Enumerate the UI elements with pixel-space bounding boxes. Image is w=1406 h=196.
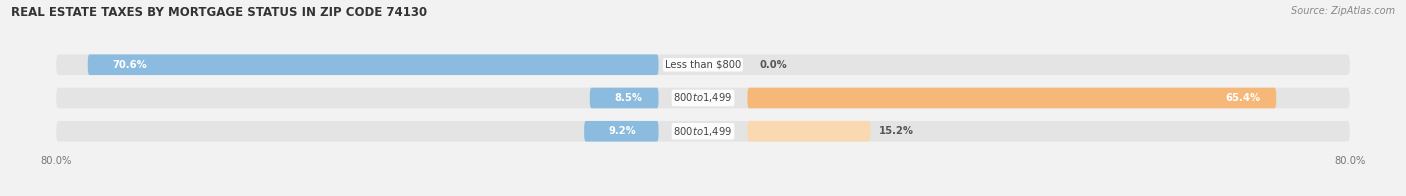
Text: $800 to $1,499: $800 to $1,499 [673, 92, 733, 104]
Text: Source: ZipAtlas.com: Source: ZipAtlas.com [1291, 6, 1395, 16]
Text: 8.5%: 8.5% [614, 93, 643, 103]
FancyBboxPatch shape [583, 121, 658, 142]
Text: REAL ESTATE TAXES BY MORTGAGE STATUS IN ZIP CODE 74130: REAL ESTATE TAXES BY MORTGAGE STATUS IN … [11, 6, 427, 19]
FancyBboxPatch shape [748, 88, 1277, 108]
FancyBboxPatch shape [56, 121, 1350, 142]
Text: 0.0%: 0.0% [759, 60, 787, 70]
Text: 9.2%: 9.2% [609, 126, 636, 136]
FancyBboxPatch shape [87, 54, 658, 75]
Text: $800 to $1,499: $800 to $1,499 [673, 125, 733, 138]
Text: 65.4%: 65.4% [1225, 93, 1260, 103]
FancyBboxPatch shape [591, 88, 658, 108]
FancyBboxPatch shape [56, 88, 1350, 108]
FancyBboxPatch shape [748, 121, 870, 142]
Text: Less than $800: Less than $800 [665, 60, 741, 70]
Text: 70.6%: 70.6% [112, 60, 146, 70]
FancyBboxPatch shape [56, 54, 1350, 75]
Text: 15.2%: 15.2% [879, 126, 914, 136]
